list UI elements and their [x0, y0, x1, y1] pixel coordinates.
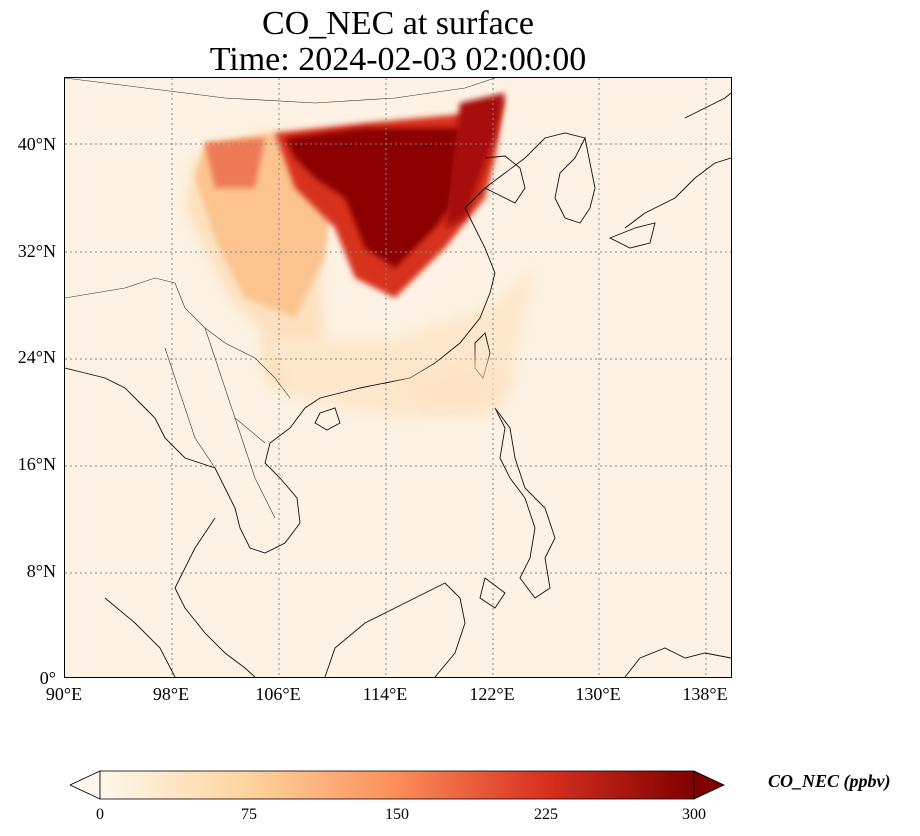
colorbar-gradient — [99, 770, 695, 800]
plume-core — [285, 128, 485, 268]
colorbar-label: CO_NEC (ppbv) — [768, 771, 891, 791]
x-tick-122e: 122°E — [469, 684, 515, 704]
x-tick-106e: 106°E — [255, 684, 301, 704]
y-tick-8n: 8°N — [26, 561, 56, 581]
colorbar — [69, 770, 726, 800]
y-tick-0: 0° — [39, 668, 56, 688]
y-tick-16n: 16°N — [17, 454, 56, 474]
plot-time-subtitle: Time: 2024-02-03 02:00:00 — [209, 41, 587, 78]
y-tick-40n: 40°N — [17, 134, 56, 154]
y-tick-32n: 32°N — [17, 241, 56, 261]
x-tick-114e: 114°E — [362, 684, 408, 704]
map-canvas — [65, 78, 731, 677]
map-panel — [64, 77, 732, 678]
x-tick-138e: 138°E — [682, 684, 728, 704]
x-tick-130e: 130°E — [575, 684, 621, 704]
x-tick-90e: 90°E — [45, 684, 83, 704]
x-tick-98e: 98°E — [152, 684, 190, 704]
plume-west-core — [205, 138, 265, 188]
country-borders — [65, 78, 496, 519]
y-tick-24n: 24°N — [17, 347, 56, 367]
colorbar-tick-300: 300 — [682, 806, 706, 823]
colorbar-tick-0: 0 — [96, 806, 104, 823]
colorbar-high-extend — [693, 770, 725, 800]
colorbar-svg — [69, 770, 725, 800]
plot-title: CO_NEC at surface — [262, 5, 534, 42]
colorbar-low-extend — [69, 770, 101, 800]
gridlines — [65, 78, 731, 677]
colorbar-tick-75: 75 — [241, 806, 257, 823]
offshore-plume — [395, 353, 515, 418]
colorbar-tick-150: 150 — [385, 806, 409, 823]
colorbar-tick-225: 225 — [534, 806, 558, 823]
plume-northeast-core — [445, 93, 505, 228]
